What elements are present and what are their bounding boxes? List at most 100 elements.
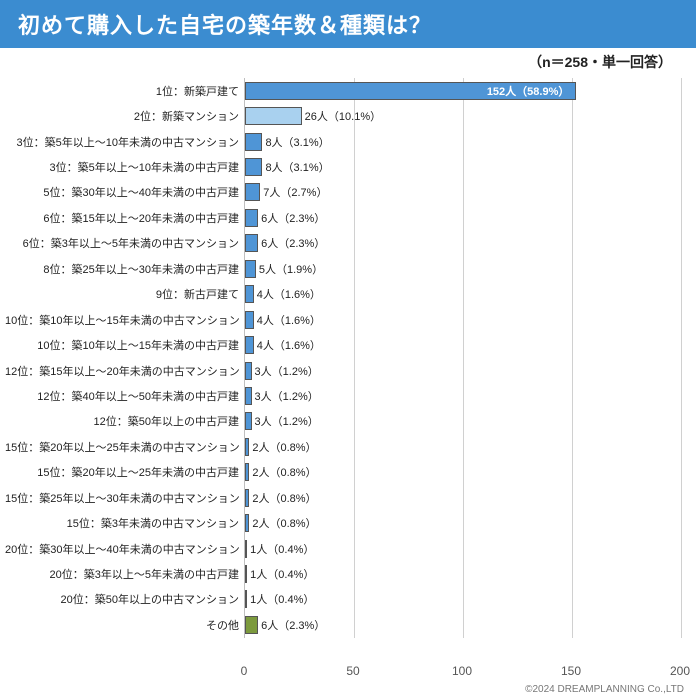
bar: 6人（2.3%）: [245, 234, 258, 252]
bar-value-label: 2人（0.8%）: [252, 439, 316, 455]
x-tick-label: 200: [670, 664, 690, 678]
bar: 4人（1.6%）: [245, 336, 254, 354]
bar-row: 20位：築30年以上～40年未満の中古マンション1人（0.4%）: [245, 536, 680, 561]
bar-row: 5位：築30年以上～40年未満の中古戸建7人（2.7%）: [245, 180, 680, 205]
bar: 7人（2.7%）: [245, 183, 260, 201]
category-label: 20位：築3年以上～5年未満の中古戸建: [5, 566, 245, 582]
bar-value-label: 4人（1.6%）: [257, 286, 321, 302]
chart-subtitle: （n＝258・単一回答）: [0, 48, 696, 72]
bar-value-label: 1人（0.4%）: [250, 591, 314, 607]
bar-value-label: 2人（0.8%）: [252, 464, 316, 480]
category-label: 10位：築10年以上～15年未満の中古戸建: [5, 337, 245, 353]
gridline: [681, 78, 682, 638]
chart-area: 1位：新築戸建て152人（58.9%）2位：新築マンション26人（10.1%）3…: [0, 72, 696, 662]
category-label: 2位：新築マンション: [5, 108, 245, 124]
bar: 4人（1.6%）: [245, 311, 254, 329]
category-label: 20位：築50年以上の中古マンション: [5, 591, 245, 607]
bar-row: 20位：築50年以上の中古マンション1人（0.4%）: [245, 587, 680, 612]
category-label: 3位：築5年以上～10年未満の中古戸建: [5, 159, 245, 175]
chart-title: 初めて購入した自宅の築年数＆種類は？: [0, 0, 696, 48]
bar-value-label: 3人（1.2%）: [255, 363, 319, 379]
bar: 3人（1.2%）: [245, 387, 252, 405]
category-label: その他: [5, 617, 245, 633]
bar-row: 6位：築15年以上～20年未満の中古戸建6人（2.3%）: [245, 205, 680, 230]
bar-row: その他6人（2.3%）: [245, 612, 680, 637]
category-label: 12位：築50年以上の中古戸建: [5, 413, 245, 429]
bar: 1人（0.4%）: [245, 540, 247, 558]
chart-plot: 1位：新築戸建て152人（58.9%）2位：新築マンション26人（10.1%）3…: [244, 78, 680, 638]
bar-value-label: 8人（3.1%）: [265, 159, 329, 175]
category-label: 15位：築20年以上～25年未満の中古マンション: [5, 439, 245, 455]
bar-value-label: 2人（0.8%）: [252, 490, 316, 506]
bar-row: 3位：築5年以上～10年未満の中古戸建8人（3.1%）: [245, 154, 680, 179]
bar-row: 2位：新築マンション26人（10.1%）: [245, 103, 680, 128]
x-tick-label: 0: [241, 664, 248, 678]
bar-row: 15位：築3年未満の中古マンション2人（0.8%）: [245, 510, 680, 535]
bar-row: 12位：築50年以上の中古戸建3人（1.2%）: [245, 409, 680, 434]
category-label: 5位：築30年以上～40年未満の中古戸建: [5, 184, 245, 200]
bar: 2人（0.8%）: [245, 463, 249, 481]
bar-value-label: 6人（2.3%）: [261, 235, 325, 251]
bar: 1人（0.4%）: [245, 565, 247, 583]
bar-row: 1位：新築戸建て152人（58.9%）: [245, 78, 680, 103]
bar-value-label: 2人（0.8%）: [252, 515, 316, 531]
bar: 5人（1.9%）: [245, 260, 256, 278]
category-label: 15位：築25年以上～30年未満の中古マンション: [5, 490, 245, 506]
bar-value-label: 3人（1.2%）: [255, 388, 319, 404]
bar-row: 12位：築40年以上～50年未満の中古戸建3人（1.2%）: [245, 383, 680, 408]
bar-row: 10位：築10年以上～15年未満の中古マンション4人（1.6%）: [245, 307, 680, 332]
category-label: 20位：築30年以上～40年未満の中古マンション: [5, 541, 245, 557]
category-label: 8位：築25年以上～30年未満の中古戸建: [5, 261, 245, 277]
bar: 8人（3.1%）: [245, 133, 262, 151]
bar-row: 15位：築25年以上～30年未満の中古マンション2人（0.8%）: [245, 485, 680, 510]
bar-row: 15位：築20年以上～25年未満の中古戸建2人（0.8%）: [245, 460, 680, 485]
bar-row: 3位：築5年以上～10年未満の中古マンション8人（3.1%）: [245, 129, 680, 154]
x-tick-label: 100: [452, 664, 472, 678]
bar-value-label: 4人（1.6%）: [257, 337, 321, 353]
bar-value-label: 152人（58.9%）: [487, 83, 570, 99]
bar-value-label: 1人（0.4%）: [250, 541, 314, 557]
category-label: 12位：築15年以上～20年未満の中古マンション: [5, 363, 245, 379]
bar-value-label: 6人（2.3%）: [261, 617, 325, 633]
bar-value-label: 6人（2.3%）: [261, 210, 325, 226]
bar: 1人（0.4%）: [245, 590, 247, 608]
bar-value-label: 5人（1.9%）: [259, 261, 323, 277]
bar: 4人（1.6%）: [245, 285, 254, 303]
bar: 3人（1.2%）: [245, 412, 252, 430]
bar-value-label: 26人（10.1%）: [305, 108, 381, 124]
category-label: 1位：新築戸建て: [5, 83, 245, 99]
bar-row: 20位：築3年以上～5年未満の中古戸建1人（0.4%）: [245, 561, 680, 586]
bar-row: 12位：築15年以上～20年未満の中古マンション3人（1.2%）: [245, 358, 680, 383]
bar-value-label: 3人（1.2%）: [255, 413, 319, 429]
bar-row: 9位：新古戸建て4人（1.6%）: [245, 282, 680, 307]
x-axis: 050100150200: [244, 662, 680, 684]
bar-row: 10位：築10年以上～15年未満の中古戸建4人（1.6%）: [245, 332, 680, 357]
bar-row: 6位：築3年以上～5年未満の中古マンション6人（2.3%）: [245, 231, 680, 256]
category-label: 15位：築20年以上～25年未満の中古戸建: [5, 464, 245, 480]
bar-row: 15位：築20年以上～25年未満の中古マンション2人（0.8%）: [245, 434, 680, 459]
bar-value-label: 4人（1.6%）: [257, 312, 321, 328]
category-label: 12位：築40年以上～50年未満の中古戸建: [5, 388, 245, 404]
bar: 6人（2.3%）: [245, 209, 258, 227]
bar: 152人（58.9%）: [245, 82, 576, 100]
bar-value-label: 7人（2.7%）: [263, 184, 327, 200]
bar: 2人（0.8%）: [245, 438, 249, 456]
bar: 8人（3.1%）: [245, 158, 262, 176]
bar: 6人（2.3%）: [245, 616, 258, 634]
bar: 3人（1.2%）: [245, 362, 252, 380]
category-label: 10位：築10年以上～15年未満の中古マンション: [5, 312, 245, 328]
bar-value-label: 8人（3.1%）: [265, 134, 329, 150]
bar: 2人（0.8%）: [245, 514, 249, 532]
category-label: 9位：新古戸建て: [5, 286, 245, 302]
bar: 26人（10.1%）: [245, 107, 302, 125]
category-label: 6位：築3年以上～5年未満の中古マンション: [5, 235, 245, 251]
bar-row: 8位：築25年以上～30年未満の中古戸建5人（1.9%）: [245, 256, 680, 281]
x-tick-label: 50: [346, 664, 359, 678]
bar-value-label: 1人（0.4%）: [250, 566, 314, 582]
category-label: 6位：築15年以上～20年未満の中古戸建: [5, 210, 245, 226]
category-label: 15位：築3年未満の中古マンション: [5, 515, 245, 531]
bar: 2人（0.8%）: [245, 489, 249, 507]
category-label: 3位：築5年以上～10年未満の中古マンション: [5, 134, 245, 150]
copyright: ©2024 DREAMPLANNING Co.,LTD: [0, 684, 696, 695]
x-tick-label: 150: [561, 664, 581, 678]
